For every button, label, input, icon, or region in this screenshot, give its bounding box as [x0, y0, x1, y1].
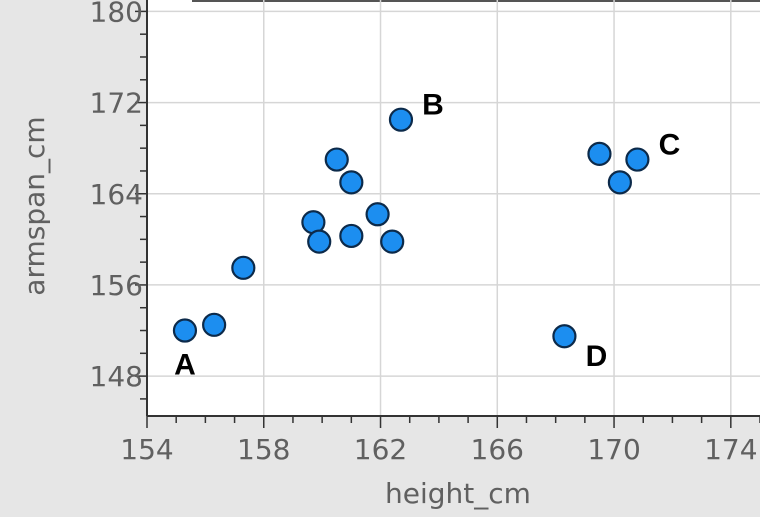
- data-point[interactable]: [388, 107, 414, 132]
- plot-background: [147, 0, 760, 416]
- point-annotation-label: D: [586, 340, 608, 373]
- data-point[interactable]: [231, 255, 256, 280]
- data-point[interactable]: [324, 147, 349, 172]
- x-tick-label: 158: [237, 433, 290, 466]
- y-tick-label: 180: [90, 0, 143, 28]
- data-point[interactable]: [339, 170, 364, 195]
- y-tick-label: 148: [90, 360, 143, 393]
- data-point[interactable]: [625, 147, 650, 172]
- data-point[interactable]: [307, 229, 332, 254]
- x-axis-title: height_cm: [385, 477, 531, 510]
- data-point[interactable]: [365, 202, 390, 227]
- data-point[interactable]: [607, 170, 632, 195]
- y-tick-label: 164: [90, 178, 143, 211]
- data-point[interactable]: [552, 324, 577, 349]
- y-tick-label: 172: [90, 87, 143, 120]
- grid-lines: [147, 0, 760, 416]
- x-tick-label: 174: [704, 433, 757, 466]
- point-annotation-label: C: [659, 129, 681, 162]
- y-axis-title: armspan_cm: [18, 116, 51, 295]
- data-point[interactable]: [202, 312, 227, 337]
- axes: 154 158 162 166 170 174 148 156 164 172 180: [90, 0, 760, 466]
- x-tick-label: 170: [587, 433, 640, 466]
- point-annotation-label: A: [174, 349, 196, 382]
- point-annotation-label: B: [422, 89, 444, 122]
- x-tick-label: 166: [471, 433, 524, 466]
- x-tick-label: 154: [120, 433, 173, 466]
- x-tick-label: 162: [354, 433, 407, 466]
- point-annotations: A B C D: [174, 89, 680, 382]
- data-point[interactable]: [380, 229, 405, 254]
- data-points: [172, 107, 650, 349]
- data-point[interactable]: [339, 223, 364, 249]
- data-point[interactable]: [587, 141, 612, 166]
- y-tick-label: 156: [90, 269, 143, 302]
- data-point[interactable]: [172, 318, 198, 343]
